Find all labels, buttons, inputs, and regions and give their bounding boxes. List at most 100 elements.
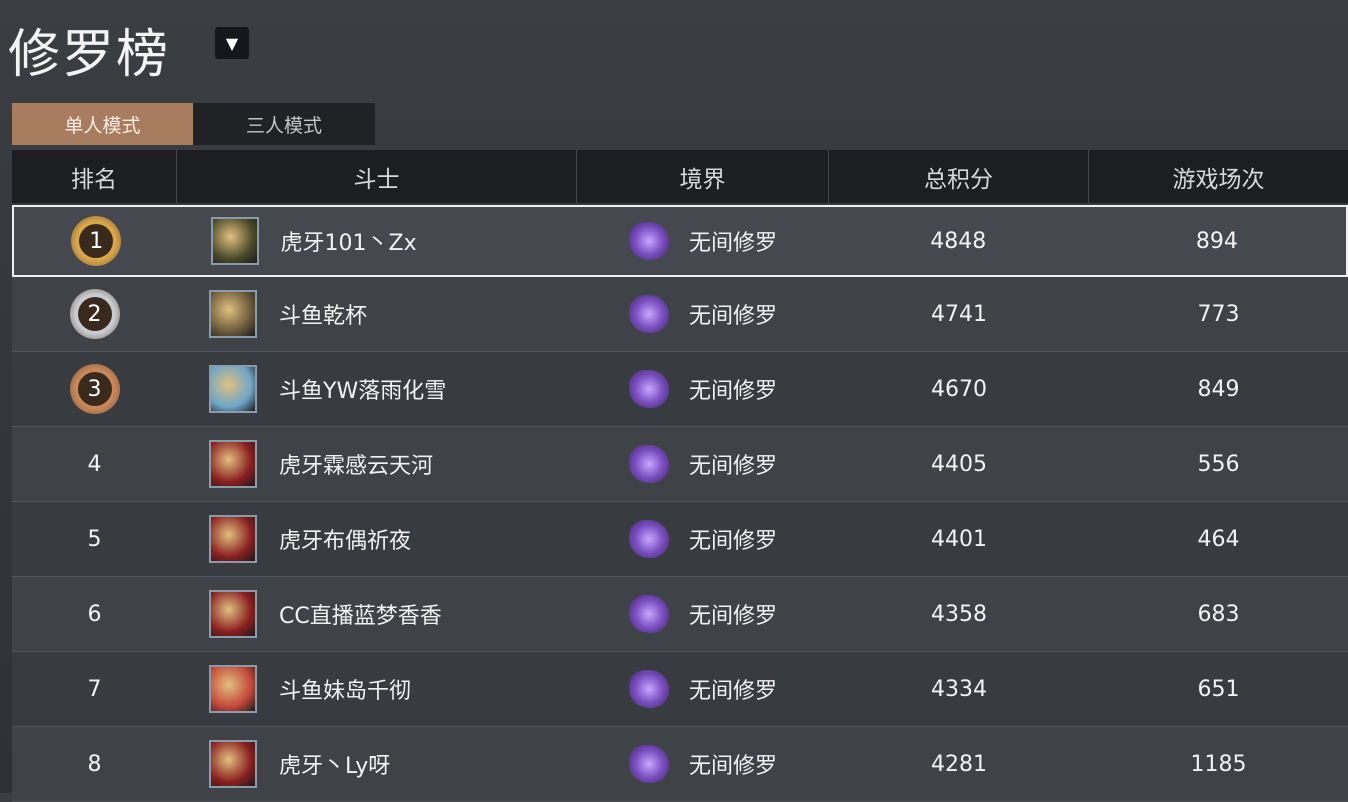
rank-cell: 5 xyxy=(12,502,177,576)
fighter-name: 虎牙霖感云天河 xyxy=(279,454,434,479)
table-row[interactable]: 3 斗鱼YW落雨化雪 无间修罗 4670 849 xyxy=(12,352,1348,427)
games-cell: 464 xyxy=(1197,526,1240,552)
table-row[interactable]: 5 虎牙布偶祈夜 无间修罗 4401 464 xyxy=(12,502,1348,577)
fighter-cell: 虎牙丶Ly呀 xyxy=(177,727,577,801)
avatar xyxy=(209,665,257,713)
avatar xyxy=(210,217,259,265)
realm-name: 无间修罗 xyxy=(688,604,777,629)
fighter-name: 虎牙布偶祈夜 xyxy=(279,529,412,554)
games-cell: 651 xyxy=(1197,676,1240,702)
triangle-down-icon: ▼ xyxy=(225,33,239,53)
rank-cell: 2 xyxy=(12,277,177,351)
realm-name: 无间修罗 xyxy=(688,679,777,704)
rank-number: 7 xyxy=(87,676,102,702)
avatar xyxy=(209,365,257,413)
realm-cell: 无间修罗 xyxy=(577,277,829,351)
score-cell: 4741 xyxy=(931,301,987,327)
rank-number: 6 xyxy=(87,601,102,627)
games-cell: 773 xyxy=(1197,301,1240,327)
avatar xyxy=(209,290,257,338)
table-row[interactable]: 7 斗鱼妹岛千彻 无间修罗 4334 651 xyxy=(12,652,1348,727)
rank-cell: 6 xyxy=(12,577,177,651)
score-cell: 4670 xyxy=(931,376,987,402)
table-header: 排名 斗士 境界 总积分 游戏场次 xyxy=(12,150,1348,203)
fighter-cell: 虎牙霖感云天河 xyxy=(177,427,577,501)
table-row[interactable]: 4 虎牙霖感云天河 无间修罗 4405 556 xyxy=(12,427,1348,502)
score-cell: 4405 xyxy=(931,451,987,477)
realm-name: 无间修罗 xyxy=(688,304,777,329)
fighter-name: 斗鱼妹岛千彻 xyxy=(279,679,412,704)
fighter-name: 虎牙101丶Zx xyxy=(280,231,417,256)
realm-cell: 无间修罗 xyxy=(577,352,829,426)
realm-cell: 无间修罗 xyxy=(577,207,828,275)
tab-single-mode[interactable]: 单人模式 xyxy=(12,103,193,145)
rank-cell: 4 xyxy=(12,427,177,501)
header-games: 游戏场次 xyxy=(1172,166,1265,193)
realm-gem-icon xyxy=(628,370,669,408)
games-cell: 556 xyxy=(1197,451,1240,477)
fighter-cell: 斗鱼乾杯 xyxy=(177,277,577,351)
score-cell: 4358 xyxy=(931,601,987,627)
avatar xyxy=(209,515,257,563)
table-row[interactable]: 1 虎牙101丶Zx 无间修罗 4848 894 xyxy=(12,205,1348,277)
realm-gem-icon xyxy=(628,595,669,633)
rank-number: 2 xyxy=(77,297,112,331)
table-row[interactable]: 8 虎牙丶Ly呀 无间修罗 4281 1185 xyxy=(12,727,1348,802)
header-score: 总积分 xyxy=(829,150,1089,203)
realm-cell: 无间修罗 xyxy=(577,727,829,801)
rank-cell: 1 xyxy=(14,207,179,275)
rank-medal-icon: 1 xyxy=(71,216,122,266)
page-title: 修罗榜 xyxy=(8,25,171,85)
games-cell: 1185 xyxy=(1190,751,1247,777)
rank-medal-icon: 2 xyxy=(69,289,120,339)
realm-cell: 无间修罗 xyxy=(577,652,829,726)
leaderboard-dropdown[interactable]: ▼ xyxy=(215,27,249,59)
table-row[interactable]: 2 斗鱼乾杯 无间修罗 4741 773 xyxy=(12,277,1348,352)
avatar xyxy=(209,440,257,488)
fighter-cell: 虎牙101丶Zx xyxy=(179,207,578,275)
realm-cell: 无间修罗 xyxy=(577,427,829,501)
realm-cell: 无间修罗 xyxy=(577,502,829,576)
fighter-cell: 斗鱼YW落雨化雪 xyxy=(177,352,577,426)
fighter-name: 虎牙丶Ly呀 xyxy=(279,754,391,779)
rank-number: 8 xyxy=(87,751,102,777)
table-row[interactable]: 6 CC直播蓝梦香香 无间修罗 4358 683 xyxy=(12,577,1348,652)
realm-gem-icon xyxy=(628,745,669,783)
realm-name: 无间修罗 xyxy=(688,529,777,554)
realm-gem-icon xyxy=(628,670,669,708)
fighter-cell: CC直播蓝梦香香 xyxy=(177,577,577,651)
score-cell: 4401 xyxy=(931,526,987,552)
fighter-cell: 虎牙布偶祈夜 xyxy=(177,502,577,576)
realm-name: 无间修罗 xyxy=(688,379,777,404)
table-body: 1 虎牙101丶Zx 无间修罗 4848 894 2 斗鱼乾杯 无间修罗 4741 773 3 斗鱼Y… xyxy=(12,205,1348,802)
avatar xyxy=(209,590,257,638)
header-fighter: 斗士 xyxy=(177,150,577,203)
score-cell: 4334 xyxy=(931,676,987,702)
avatar xyxy=(209,740,257,788)
rank-number: 1 xyxy=(79,224,114,258)
realm-gem-icon xyxy=(628,222,669,260)
rank-medal-icon: 3 xyxy=(69,364,120,414)
rank-number: 4 xyxy=(87,451,102,477)
header-realm: 境界 xyxy=(577,150,829,203)
games-cell: 849 xyxy=(1197,376,1240,402)
realm-gem-icon xyxy=(628,445,669,483)
rank-cell: 3 xyxy=(12,352,177,426)
tab-trio-mode[interactable]: 三人模式 xyxy=(193,103,375,145)
score-cell: 4848 xyxy=(930,228,987,254)
fighter-cell: 斗鱼妹岛千彻 xyxy=(177,652,577,726)
games-cell: 683 xyxy=(1197,601,1240,627)
realm-gem-icon xyxy=(628,295,669,333)
games-cell: 894 xyxy=(1195,228,1238,254)
realm-name: 无间修罗 xyxy=(688,231,777,256)
realm-name: 无间修罗 xyxy=(688,754,777,779)
rank-cell: 8 xyxy=(12,727,177,801)
header-rank: 排名 xyxy=(12,150,177,203)
fighter-name: 斗鱼乾杯 xyxy=(279,304,368,329)
rank-cell: 7 xyxy=(12,652,177,726)
rank-number: 3 xyxy=(77,372,112,406)
realm-gem-icon xyxy=(628,520,669,558)
mode-tabs: 单人模式 三人模式 xyxy=(12,103,375,145)
rank-number: 5 xyxy=(87,526,102,552)
fighter-name: CC直播蓝梦香香 xyxy=(279,604,442,629)
